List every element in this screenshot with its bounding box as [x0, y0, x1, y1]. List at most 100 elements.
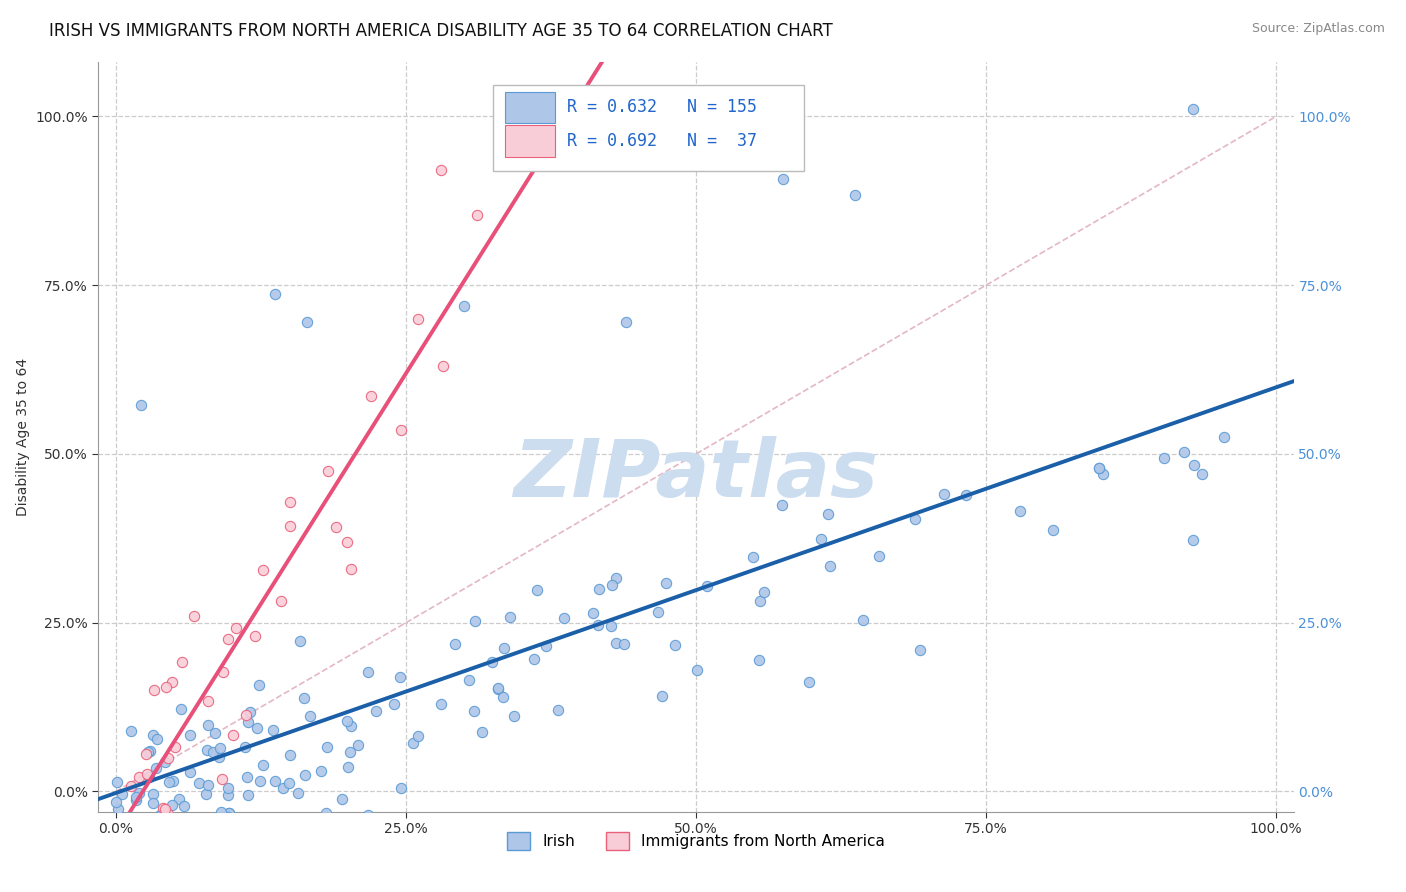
Point [142, 796, 165, 810]
Point [208, 750, 231, 764]
Point [143, 683, 166, 698]
Point [339, 745, 361, 759]
Point [264, 773, 287, 788]
Point [503, 708, 526, 723]
Point [904, 511, 927, 525]
Point [534, 639, 557, 653]
Point [167, 791, 190, 805]
Point [146, 731, 169, 746]
Point [134, 747, 156, 761]
Point [218, 806, 240, 821]
Point [236, 770, 259, 784]
Point [155, 802, 177, 816]
Point [236, 789, 259, 803]
Point [129, 398, 152, 412]
Text: R = 0.632   N = 155: R = 0.632 N = 155 [567, 98, 756, 116]
Point [179, 728, 201, 742]
Point [247, 678, 270, 692]
Point [492, 690, 515, 705]
Point [600, 619, 623, 633]
Point [270, 594, 292, 608]
Point [1182, 458, 1205, 472]
Point [277, 775, 299, 789]
Point [252, 563, 274, 577]
Point [360, 389, 382, 403]
Point [145, 761, 167, 775]
Point [141, 787, 163, 801]
Point [664, 638, 686, 652]
Point [233, 740, 256, 755]
Point [246, 721, 269, 735]
Point [614, 315, 637, 329]
Point [149, 808, 172, 822]
Point [432, 359, 454, 374]
Point [651, 689, 673, 703]
Point [934, 487, 956, 501]
Point [357, 808, 380, 822]
Text: R = 0.692   N =  37: R = 0.692 N = 37 [567, 132, 756, 150]
Point [238, 714, 260, 729]
Point [118, 812, 141, 826]
Text: Source: ZipAtlas.com: Source: ZipAtlas.com [1251, 22, 1385, 36]
Point [389, 670, 412, 684]
Point [157, 750, 180, 764]
Point [315, 805, 337, 820]
Point [235, 707, 257, 722]
Point [170, 702, 193, 716]
Point [125, 789, 148, 804]
Point [357, 665, 380, 679]
Point [183, 609, 205, 624]
Point [176, 812, 198, 826]
Point [243, 629, 266, 643]
Point [304, 812, 326, 826]
Point [252, 758, 274, 772]
Point [136, 767, 159, 781]
Point [120, 812, 142, 826]
Point [217, 810, 239, 824]
Point [523, 652, 546, 666]
Point [157, 774, 180, 789]
Point [741, 549, 763, 564]
Point [799, 674, 821, 689]
Point [463, 704, 485, 718]
Point [121, 812, 143, 826]
Point [1010, 504, 1032, 518]
Point [1191, 467, 1213, 482]
FancyBboxPatch shape [505, 92, 555, 123]
Point [128, 770, 150, 784]
Point [170, 656, 193, 670]
Point [184, 812, 207, 826]
Point [547, 703, 569, 717]
Point [582, 606, 605, 620]
Text: ZIPatlas: ZIPatlas [513, 435, 879, 514]
Point [686, 663, 709, 677]
Point [128, 786, 150, 800]
Point [136, 746, 159, 760]
Point [330, 792, 353, 806]
Point [150, 808, 173, 822]
Point [1213, 430, 1236, 444]
Point [160, 798, 183, 813]
Point [155, 755, 177, 769]
Point [211, 772, 233, 787]
Point [316, 739, 339, 754]
Point [654, 576, 676, 591]
Point [212, 665, 235, 679]
Point [613, 637, 636, 651]
Point [1153, 450, 1175, 465]
Point [471, 725, 494, 739]
Point [197, 778, 219, 792]
Point [177, 812, 200, 826]
Point [486, 681, 509, 695]
Point [389, 781, 412, 796]
Point [382, 697, 405, 711]
Point [605, 571, 627, 585]
Point [142, 728, 165, 742]
Point [173, 798, 195, 813]
Point [347, 738, 370, 752]
Point [908, 643, 931, 657]
Point [217, 788, 239, 802]
Point [316, 464, 339, 478]
Point [955, 488, 977, 502]
Point [1173, 444, 1195, 458]
